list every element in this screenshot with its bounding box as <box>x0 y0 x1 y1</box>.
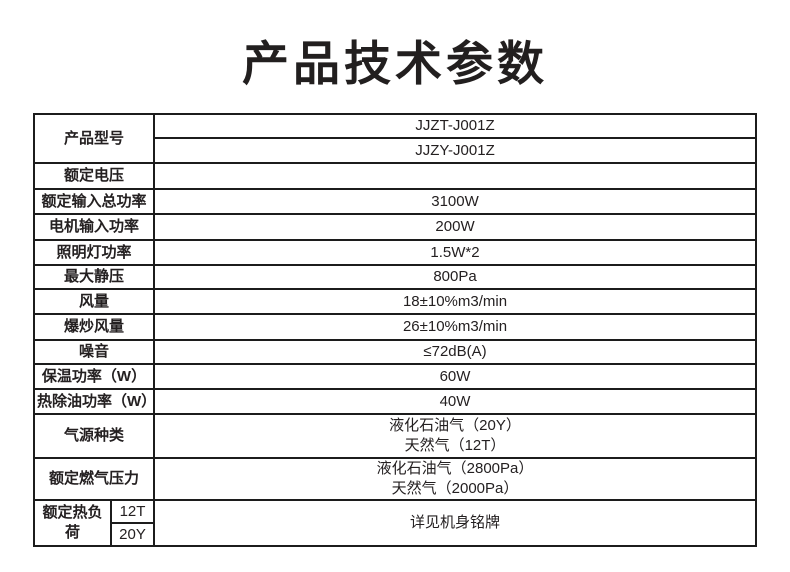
spec-label-air-volume: 风量 <box>32 288 156 315</box>
spec-label-degrease-power: 热除油功率（W） <box>32 388 156 415</box>
spec-label-total-input-power: 额定输入总功率 <box>32 188 156 215</box>
spec-label-max-static-pressure: 最大静压 <box>32 264 156 290</box>
table-row: 保温功率（W） 60W <box>32 363 758 390</box>
spec-label-lamp-power: 照明灯功率 <box>32 239 156 266</box>
table-row: 额定输入总功率 3100W <box>32 188 758 215</box>
table-row: 噪音 ≤72dB(A) <box>32 339 758 365</box>
table-row: 产品型号 JJZT-J001Z <box>32 113 758 164</box>
spec-label-noise: 噪音 <box>32 339 156 365</box>
spec-label-rated-voltage: 额定电压 <box>32 162 156 190</box>
page-title: 产品技术参数 <box>242 37 548 90</box>
spec-value-model-2: JJZY-J001Z <box>153 137 758 164</box>
table-row: 额定燃气压力 液化石油气（2800Pa） 天然气（2000Pa） <box>32 457 758 501</box>
spec-label-model: 产品型号 <box>32 113 156 164</box>
spec-value-total-input-power: 3100W <box>153 188 758 215</box>
spec-value-stir-fry-air-volume: 26±10%m3/min <box>153 313 758 341</box>
spec-value-motor-input-power: 200W <box>153 213 758 241</box>
spec-value-noise: ≤72dB(A) <box>153 339 758 365</box>
spec-label-gas-type: 气源种类 <box>32 413 156 459</box>
spec-value-gas-type: 液化石油气（20Y） 天然气（12T） <box>153 413 758 459</box>
spec-label-gas-pressure: 额定燃气压力 <box>32 457 156 501</box>
gas-pressure-line-2: 天然气（2000Pa） <box>391 480 519 497</box>
table-row: 额定电压 <box>32 162 758 190</box>
spec-label-keep-warm-power: 保温功率（W） <box>32 363 156 390</box>
spec-value-model-1: JJZT-J001Z <box>153 113 758 139</box>
spec-value-keep-warm-power: 60W <box>153 363 758 390</box>
table-row: 额定热负荷 12T 详见机身铭牌 <box>33 499 758 547</box>
spec-value-max-static-pressure: 800Pa <box>153 264 758 290</box>
spec-value-rated-voltage <box>153 162 758 190</box>
table-row: 电机输入功率 200W <box>32 213 758 241</box>
gas-type-line-2: 天然气（12T） <box>404 437 506 454</box>
table-row: 20Y <box>34 522 756 547</box>
table-row: 气源种类 液化石油气（20Y） 天然气（12T） <box>32 413 758 459</box>
gas-pressure-line-1: 液化石油气（2800Pa） <box>376 460 534 477</box>
spec-table: 产品型号 JJZT-J001Z JJZY-J001Z 额定电压 额定输入总功率 … <box>32 113 758 547</box>
spec-value-gas-pressure: 液化石油气（2800Pa） 天然气（2000Pa） <box>153 457 758 501</box>
spec-value-lamp-power: 1.5W*2 <box>153 239 758 266</box>
spec-value-degrease-power: 40W <box>153 388 758 415</box>
spec-label-heat-load: 额定热负荷 <box>33 499 112 547</box>
spec-value-heat-load: 详见机身铭牌 <box>153 499 758 547</box>
spec-value-air-volume: 18±10%m3/min <box>153 288 758 315</box>
table-row: 照明灯功率 1.5W*2 <box>32 239 758 266</box>
spec-label-motor-input-power: 电机输入功率 <box>32 213 156 241</box>
table-row: 风量 18±10%m3/min <box>32 288 758 315</box>
table-row: JJZY-J001Z <box>34 137 758 164</box>
spec-label-stir-fry-air-volume: 爆炒风量 <box>32 313 156 341</box>
gas-type-line-1: 液化石油气（20Y） <box>389 417 521 434</box>
table-row: 最大静压 800Pa <box>32 264 758 290</box>
spec-sublabel-heat-load-12t: 12T <box>109 499 156 524</box>
table-row: 热除油功率（W） 40W <box>32 388 758 415</box>
spec-sublabel-heat-load-20y: 20Y <box>109 522 156 547</box>
table-row: 爆炒风量 26±10%m3/min <box>32 313 758 341</box>
